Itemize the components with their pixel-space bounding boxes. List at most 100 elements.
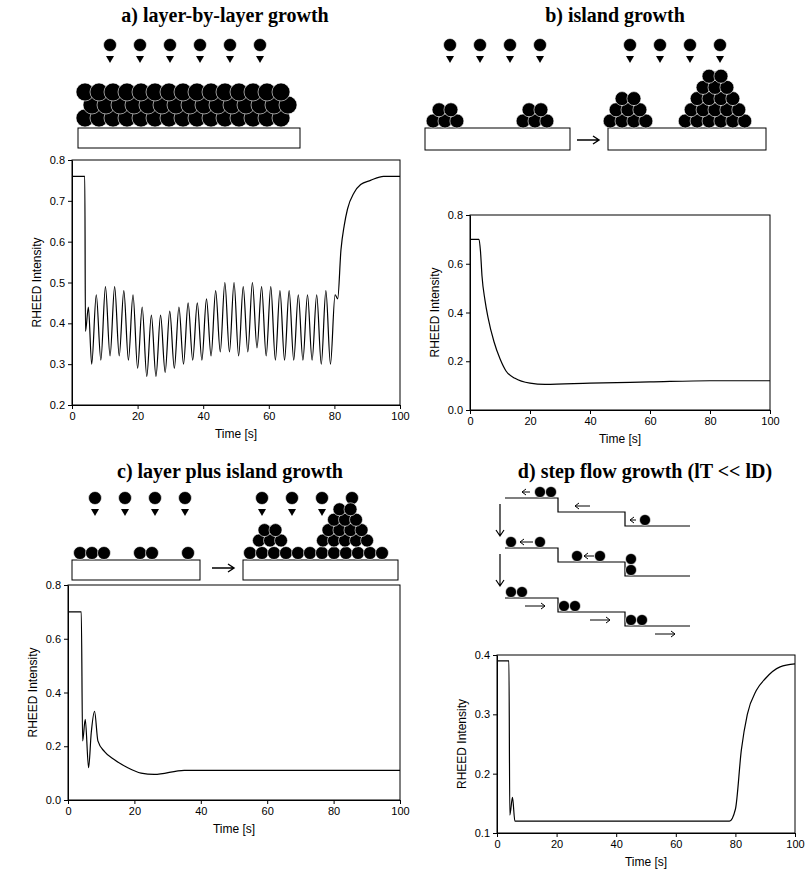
x-tick: 100	[786, 833, 804, 850]
atom	[149, 492, 162, 505]
x-tick: 40	[584, 410, 596, 427]
arrow	[476, 56, 484, 63]
y-axis-title: RHEED Intensity	[455, 699, 469, 789]
atom	[254, 39, 267, 52]
x-tick-label: 40	[195, 805, 207, 817]
x-tick-label: 100	[761, 415, 779, 427]
y-tick-label: 0.3	[475, 708, 490, 720]
y-tick-label: 0.2	[448, 355, 463, 367]
arrow	[91, 509, 99, 516]
arrow	[446, 56, 454, 63]
atom	[89, 492, 102, 505]
schematics	[72, 39, 766, 638]
y-tick: 0.3	[50, 358, 72, 370]
y-tick-label: 0.2	[50, 399, 65, 411]
x-tick: 100	[391, 405, 409, 422]
y-axis: 0.00.20.40.60.8	[46, 579, 69, 806]
substrate	[78, 128, 300, 148]
y-tick: 0.1	[475, 827, 497, 839]
atom	[626, 615, 637, 626]
step-edge	[505, 598, 690, 626]
y-tick-mark	[64, 693, 68, 694]
arrow	[288, 509, 296, 516]
schematic-d	[496, 487, 690, 638]
y-tick: 0.8	[46, 579, 68, 591]
x-axis-line	[73, 405, 401, 406]
arrow	[525, 603, 545, 609]
arrow	[577, 136, 599, 144]
x-tick-label: 100	[391, 410, 409, 422]
y-tick-label: 0.0	[448, 404, 463, 416]
y-tick: 0.8	[50, 154, 72, 166]
y-tick-label: 0.8	[448, 209, 463, 221]
y-tick: 0.7	[50, 195, 72, 207]
y-tick-label: 0.8	[50, 154, 65, 166]
x-tick: 20	[551, 833, 563, 850]
arrow	[106, 56, 114, 63]
y-tick: 0.2	[475, 768, 497, 780]
y-tick: 0.0	[448, 404, 470, 416]
x-tick-label: 20	[132, 410, 144, 422]
atom	[346, 492, 359, 505]
y-tick-mark	[466, 313, 470, 314]
atom	[714, 69, 728, 83]
x-tick-mark	[72, 405, 73, 409]
atom	[535, 537, 546, 548]
arrow	[136, 56, 144, 63]
arrow	[536, 56, 544, 63]
step-edge	[505, 548, 690, 576]
plot-area	[72, 176, 400, 376]
panel: c) layer plus island growth0204060801000…	[26, 460, 410, 836]
x-tick-mark	[710, 410, 711, 414]
y-tick-label: 0.0	[46, 794, 61, 806]
atom	[280, 547, 293, 560]
x-tick: 60	[644, 410, 656, 427]
x-tick-label: 60	[263, 410, 275, 422]
schematic-c	[72, 492, 398, 581]
atom	[244, 547, 257, 560]
y-tick: 0.4	[46, 687, 68, 699]
x-tick-label: 100	[391, 805, 409, 817]
atom	[316, 492, 329, 505]
atom	[506, 587, 517, 598]
y-tick: 0.2	[50, 399, 72, 411]
x-tick-mark	[138, 405, 139, 409]
rheed-curve	[68, 612, 400, 775]
y-tick-label: 0.6	[448, 258, 463, 270]
arrow	[575, 503, 590, 509]
y-tick-mark	[68, 242, 72, 243]
atom	[256, 492, 269, 505]
plot-area	[497, 661, 795, 821]
arrow	[520, 539, 533, 545]
arrow	[626, 56, 634, 63]
substrate	[243, 560, 398, 580]
y-tick: 0.3	[475, 708, 497, 720]
substrate	[72, 560, 200, 580]
atom	[684, 39, 697, 52]
x-axis: 020406080100	[69, 405, 409, 422]
arrow	[121, 509, 129, 516]
atom	[626, 565, 637, 576]
substrate	[608, 128, 766, 150]
x-tick-label: 40	[611, 838, 623, 850]
arrow	[151, 509, 159, 516]
y-axis: 0.20.30.40.50.60.70.8	[50, 154, 73, 411]
arrow	[318, 509, 326, 516]
atom	[292, 547, 305, 560]
x-axis-title: Time [s]	[213, 822, 255, 836]
rheed-curve	[72, 176, 400, 376]
x-tick-mark	[334, 800, 335, 804]
plot-frame	[497, 655, 795, 833]
atom	[134, 39, 147, 52]
y-tick-label: 0.6	[50, 236, 65, 248]
y-tick-mark	[466, 264, 470, 265]
arrow	[496, 504, 504, 536]
figure: a) layer-by-layer growth0204060801000.20…	[0, 0, 811, 890]
x-axis-line	[471, 410, 771, 411]
atom	[640, 515, 651, 526]
y-tick-label: 0.5	[50, 277, 65, 289]
x-tick: 100	[761, 410, 779, 427]
atom	[517, 587, 528, 598]
y-axis: 0.10.20.30.4	[475, 649, 498, 839]
y-tick-mark	[64, 585, 68, 586]
